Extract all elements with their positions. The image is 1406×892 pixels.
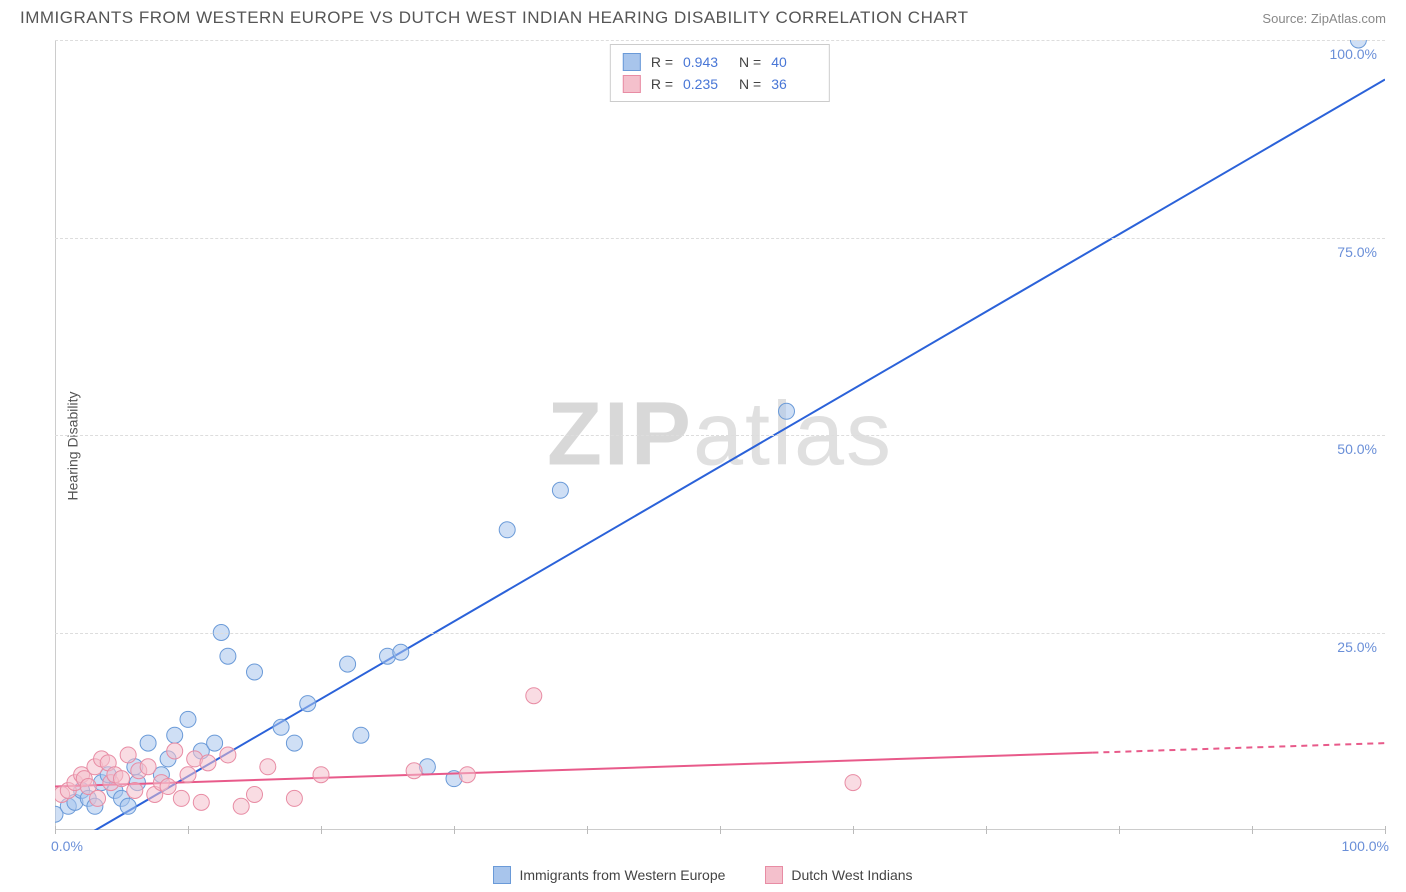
n-label-2: N = bbox=[739, 76, 761, 92]
r-label-1: R = bbox=[651, 54, 673, 70]
legend-label-2: Dutch West Indians bbox=[791, 867, 912, 883]
x-tick bbox=[321, 826, 322, 834]
x-tick bbox=[188, 826, 189, 834]
stats-row-1: R = 0.943 N = 40 bbox=[623, 51, 817, 73]
r-value-1: 0.943 bbox=[683, 54, 729, 70]
x-tick bbox=[454, 826, 455, 834]
chart-title: IMMIGRANTS FROM WESTERN EUROPE VS DUTCH … bbox=[20, 8, 969, 28]
data-point bbox=[340, 656, 356, 672]
data-point bbox=[247, 786, 263, 802]
data-point bbox=[273, 719, 289, 735]
r-label-2: R = bbox=[651, 76, 673, 92]
data-point bbox=[300, 696, 316, 712]
legend-swatch-1 bbox=[493, 866, 511, 884]
data-point bbox=[459, 767, 475, 783]
data-point bbox=[200, 755, 216, 771]
data-point bbox=[845, 775, 861, 791]
x-tick bbox=[1252, 826, 1253, 834]
data-point bbox=[353, 727, 369, 743]
x-tick bbox=[986, 826, 987, 834]
x-tick bbox=[587, 826, 588, 834]
r-value-2: 0.235 bbox=[683, 76, 729, 92]
legend-item-2: Dutch West Indians bbox=[765, 866, 912, 884]
data-point bbox=[127, 783, 143, 799]
data-point bbox=[180, 767, 196, 783]
x-tick bbox=[1119, 826, 1120, 834]
gridline bbox=[55, 435, 1385, 436]
swatch-series1 bbox=[623, 53, 641, 71]
data-point bbox=[393, 644, 409, 660]
data-point bbox=[260, 759, 276, 775]
chart-area: ZIPatlas R = 0.943 N = 40 R = 0.235 N = … bbox=[55, 40, 1385, 830]
x-tick bbox=[55, 826, 56, 834]
x-tick bbox=[1385, 826, 1386, 834]
gridline bbox=[55, 238, 1385, 239]
legend-swatch-2 bbox=[765, 866, 783, 884]
x-origin-label: 0.0% bbox=[51, 838, 83, 854]
data-point bbox=[160, 779, 176, 795]
legend-label-1: Immigrants from Western Europe bbox=[519, 867, 725, 883]
x-tick bbox=[720, 826, 721, 834]
data-point bbox=[167, 727, 183, 743]
data-point bbox=[167, 743, 183, 759]
data-point bbox=[286, 735, 302, 751]
data-point bbox=[120, 747, 136, 763]
n-label-1: N = bbox=[739, 54, 761, 70]
data-point bbox=[120, 798, 136, 814]
data-point bbox=[173, 790, 189, 806]
legend-item-1: Immigrants from Western Europe bbox=[493, 866, 725, 884]
gridline bbox=[55, 633, 1385, 634]
n-value-2: 36 bbox=[771, 76, 817, 92]
data-point bbox=[90, 790, 106, 806]
source-link[interactable]: ZipAtlas.com bbox=[1311, 11, 1386, 26]
data-point bbox=[207, 735, 223, 751]
gridline bbox=[55, 40, 1385, 41]
data-point bbox=[313, 767, 329, 783]
source-credit: Source: ZipAtlas.com bbox=[1262, 11, 1386, 26]
data-point bbox=[526, 688, 542, 704]
y-tick-label: 25.0% bbox=[1337, 639, 1377, 655]
data-point bbox=[286, 790, 302, 806]
n-value-1: 40 bbox=[771, 54, 817, 70]
y-tick-label: 100.0% bbox=[1330, 46, 1377, 62]
data-point bbox=[406, 763, 422, 779]
data-point bbox=[220, 747, 236, 763]
stats-row-2: R = 0.235 N = 36 bbox=[623, 73, 817, 95]
stats-legend: R = 0.943 N = 40 R = 0.235 N = 36 bbox=[610, 44, 830, 102]
bottom-legend: Immigrants from Western Europe Dutch Wes… bbox=[0, 866, 1406, 884]
y-tick-label: 50.0% bbox=[1337, 441, 1377, 457]
data-point bbox=[233, 798, 249, 814]
swatch-series2 bbox=[623, 75, 641, 93]
data-point bbox=[193, 794, 209, 810]
data-point bbox=[220, 648, 236, 664]
data-point bbox=[140, 759, 156, 775]
y-tick-label: 75.0% bbox=[1337, 244, 1377, 260]
data-point bbox=[779, 403, 795, 419]
data-point bbox=[140, 735, 156, 751]
data-point bbox=[247, 664, 263, 680]
source-label: Source: bbox=[1262, 11, 1307, 26]
data-point bbox=[499, 522, 515, 538]
x-max-label: 100.0% bbox=[1342, 838, 1389, 854]
x-tick bbox=[853, 826, 854, 834]
data-point bbox=[552, 482, 568, 498]
header: IMMIGRANTS FROM WESTERN EUROPE VS DUTCH … bbox=[0, 0, 1406, 32]
data-point bbox=[180, 711, 196, 727]
data-point bbox=[114, 771, 130, 787]
